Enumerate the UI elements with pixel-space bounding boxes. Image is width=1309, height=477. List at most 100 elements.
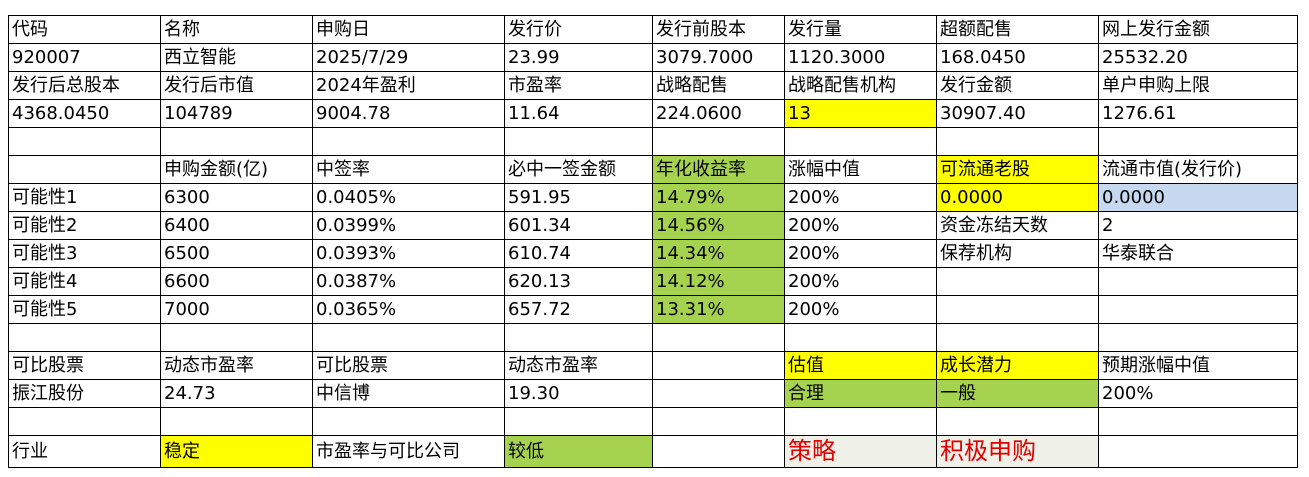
cell: [652, 323, 785, 352]
cell: 振江股份: [8, 379, 161, 408]
cell: 9004.78: [312, 99, 505, 128]
cell: 中签率: [312, 155, 505, 184]
cell: 14.12%: [652, 267, 785, 296]
cell: 较低: [504, 435, 653, 468]
cell: [312, 407, 505, 436]
cell: 2: [1098, 211, 1298, 240]
cell: 可能性2: [8, 211, 161, 240]
cell: 0.0393%: [312, 239, 505, 268]
cell: [652, 379, 785, 408]
cell: [504, 127, 653, 156]
row: [8, 127, 1298, 156]
cell: [8, 323, 161, 352]
cell: 发行金额: [936, 71, 1099, 100]
cell: 657.72: [504, 295, 653, 324]
cell: 申购金额(亿): [160, 155, 313, 184]
cell: 一般: [936, 379, 1099, 408]
cell: 200%: [1098, 379, 1298, 408]
cell: [936, 323, 1099, 352]
cell: [160, 127, 313, 156]
cell: 104789: [160, 99, 313, 128]
row: 行业 稳定 市盈率与可比公司 较低 策略 积极申购: [8, 435, 1298, 468]
cell: [936, 295, 1099, 324]
cell: 13.31%: [652, 295, 785, 324]
cell: 14.56%: [652, 211, 785, 240]
cell: [652, 351, 785, 380]
cell: 策略: [784, 435, 937, 468]
cell: 可能性5: [8, 295, 161, 324]
cell: 战略配售机构: [784, 71, 937, 100]
cell: 11.64: [504, 99, 653, 128]
cell: 申购日: [312, 15, 505, 44]
cell: 1120.3000: [784, 43, 937, 72]
cell: 6300: [160, 183, 313, 212]
cell: [936, 407, 1099, 436]
cell: [652, 407, 785, 436]
row: [8, 323, 1298, 352]
cell: 发行前股本: [652, 15, 785, 44]
cell: 3079.7000: [652, 43, 785, 72]
cell: 资金冻结天数: [936, 211, 1099, 240]
cell: 4368.0450: [8, 99, 161, 128]
cell: 168.0450: [936, 43, 1099, 72]
cell: 2025/7/29: [312, 43, 505, 72]
cell: 流通市值(发行价): [1098, 155, 1298, 184]
cell: 行业: [8, 435, 161, 468]
cell: [784, 127, 937, 156]
cell: [1098, 323, 1298, 352]
cell: 年化收益率: [652, 155, 785, 184]
cell: 市盈率: [504, 71, 653, 100]
cell: 13: [784, 99, 937, 128]
cell: [312, 127, 505, 156]
cell: 30907.40: [936, 99, 1099, 128]
cell: 保荐机构: [936, 239, 1099, 268]
cell: 1276.61: [1098, 99, 1298, 128]
cell: 积极申购: [936, 435, 1099, 468]
row: 申购金额(亿) 中签率 必中一签金额 年化收益率 涨幅中值 可流通老股 流通市值(发行价): [8, 155, 1298, 184]
cell: [504, 323, 653, 352]
cell: 中信博: [312, 379, 505, 408]
cell: 24.73: [160, 379, 313, 408]
cell: 14.34%: [652, 239, 785, 268]
cell: 动态市盈率: [160, 351, 313, 380]
cell: 7000: [160, 295, 313, 324]
cell: 成长潜力: [936, 351, 1099, 380]
cell: 发行量: [784, 15, 937, 44]
cell: 可能性4: [8, 267, 161, 296]
row: 振江股份 24.73 中信博 19.30 合理 一般 200%: [8, 379, 1298, 408]
cell: 0.0399%: [312, 211, 505, 240]
row: 代码 名称 申购日 发行价 发行前股本 发行量 超额配售 网上发行金额: [8, 15, 1298, 44]
cell: 23.99: [504, 43, 653, 72]
cell: 620.13: [504, 267, 653, 296]
cell: [1098, 435, 1298, 468]
cell: [1098, 407, 1298, 436]
cell: 预期涨幅中值: [1098, 351, 1298, 380]
row: 可能性4 6600 0.0387% 620.13 14.12% 200%: [8, 267, 1298, 296]
cell: 200%: [784, 295, 937, 324]
cell: 发行价: [504, 15, 653, 44]
cell: 610.74: [504, 239, 653, 268]
cell: 西立智能: [160, 43, 313, 72]
cell: [312, 323, 505, 352]
cell: 可能性3: [8, 239, 161, 268]
cell: 发行后总股本: [8, 71, 161, 100]
cell: [1098, 295, 1298, 324]
cell: 市盈率与可比公司: [312, 435, 505, 468]
cell: 0.0365%: [312, 295, 505, 324]
cell: [1098, 267, 1298, 296]
cell: [8, 407, 161, 436]
row: 可能性5 7000 0.0365% 657.72 13.31% 200%: [8, 295, 1298, 324]
cell: 名称: [160, 15, 313, 44]
row: 可能性1 6300 0.0405% 591.95 14.79% 200% 0.0000 0.0…: [8, 183, 1298, 212]
spreadsheet: 代码 名称 申购日 发行价 发行前股本 发行量 超额配售 网上发行金额 920007 西立智能 20…: [8, 15, 1298, 468]
cell: 涨幅中值: [784, 155, 937, 184]
cell: 224.0600: [652, 99, 785, 128]
cell: 0.0000: [936, 183, 1099, 212]
cell: 6400: [160, 211, 313, 240]
cell: 网上发行金额: [1098, 15, 1298, 44]
cell: [784, 323, 937, 352]
cell: 单户申购上限: [1098, 71, 1298, 100]
cell: [160, 323, 313, 352]
cell: 可能性1: [8, 183, 161, 212]
